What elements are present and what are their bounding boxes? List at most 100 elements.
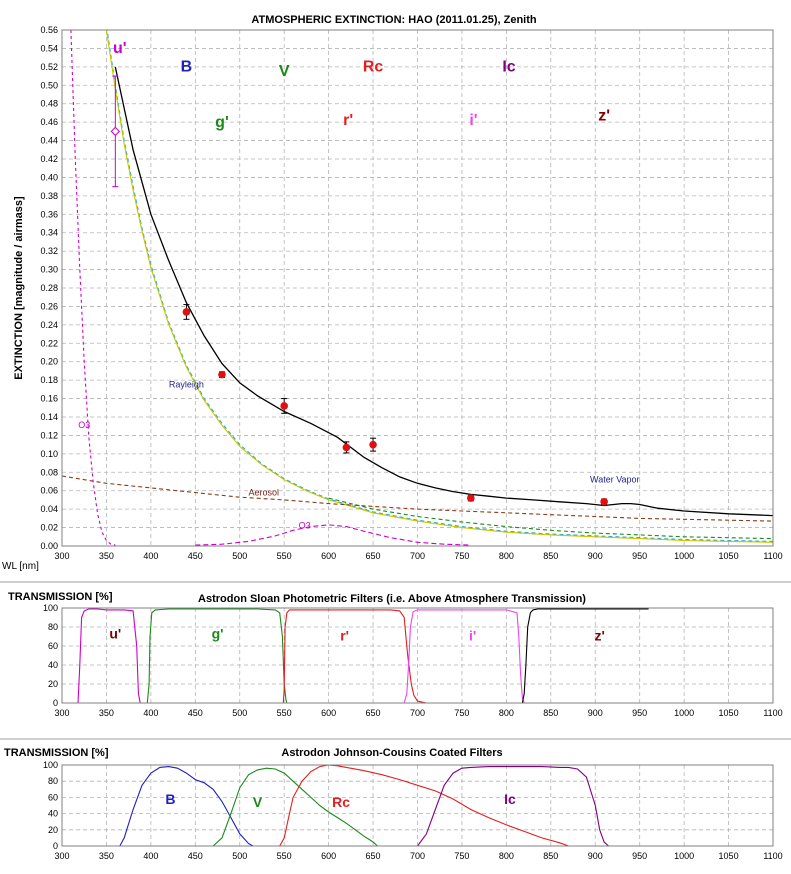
x-tick-label: 1100 [763,708,782,718]
x-tick-label: 850 [543,708,558,718]
y-tick-label: 0.02 [40,523,58,533]
chart3-y-ticks: 0 20 40 60 80 100 [43,760,58,851]
x-tick-label: 1000 [674,551,694,561]
x-tick-label: 650 [366,851,381,861]
x-tick-label: 350 [99,708,114,718]
series-label: u' [109,625,121,641]
y-tick-label: 0.28 [40,283,58,293]
chart3-frame [61,764,774,847]
y-tick-label: 0.18 [40,375,58,385]
y-tick-label: 0.38 [40,191,58,201]
chart1-x-ticks: 300 350 400 450 500 550 600 650 700 750 800 850 900 9… [54,551,782,561]
y-tick-label: 60 [48,641,58,651]
y-tick-label: 0.30 [40,265,58,275]
x-tick-label: 800 [499,551,514,561]
x-tick-label: 700 [410,551,425,561]
x-tick-label: 900 [588,708,603,718]
series-label: i' [469,627,476,643]
series-line-V [212,767,378,846]
band-label: r' [343,112,353,129]
x-tick-label: 800 [499,851,514,861]
series-line-r' [282,609,427,703]
x-tick-label: 1100 [763,851,782,861]
band-label: u' [113,40,127,57]
x-tick-label: 550 [277,551,292,561]
data-point [342,443,351,452]
y-tick-label: 0.26 [40,301,58,311]
y-tick-label: 0.24 [40,320,58,330]
y-tick-label: 0.00 [40,541,58,551]
x-tick-label: 350 [99,851,114,861]
band-label: Rc [363,58,384,75]
y-tick-label: 100 [43,760,58,770]
series-line-rayleigh2 [105,30,773,543]
series-label: B [165,791,175,807]
y-tick-label: 0.52 [40,62,58,72]
chart1-xlabel: WL [nm] [2,561,39,572]
y-tick-label: 40 [48,660,58,670]
series-label: z' [595,627,605,643]
data-point [218,370,226,379]
y-tick-label: 40 [48,809,58,819]
x-tick-label: 750 [454,851,469,861]
series-label: Ic [504,791,516,807]
x-tick-label: 950 [632,551,647,561]
y-tick-label: 0 [53,841,58,851]
x-tick-label: 450 [188,708,203,718]
series-line-total [114,66,773,517]
y-tick-label: 0.20 [40,357,58,367]
x-tick-label: 500 [232,708,247,718]
data-point [467,494,475,502]
chart3-x-ticks: 300 350 400 450 500 550 600 650 700 750 800 850 900 9… [54,851,782,861]
y-tick-label: 20 [48,825,58,835]
y-tick-label: 0.50 [40,80,58,90]
x-tick-label: 300 [54,851,69,861]
chart3-series [119,765,609,846]
series-label: V [253,794,263,810]
x-tick-label: 800 [499,708,514,718]
chart1-y-ticks: 0.00 0.02 0.04 0.06 0.08 0.10 0.12 0.14 0.16 0.18… [40,25,58,551]
y-tick-label: 0.12 [40,430,58,440]
annotation-label: Aerosol [248,487,279,497]
x-tick-label: 700 [410,851,425,861]
band-label: g' [215,114,229,131]
y-tick-label: 0.16 [40,394,58,404]
y-tick-label: 0.48 [40,99,58,109]
y-tick-label: 0.10 [40,449,58,459]
chart2-ylabel: TRANSMISSION [%] [8,591,113,603]
series-line-g' [146,608,288,703]
chart2-x-ticks: 300 350 400 450 500 550 600 650 700 750 800 850 900 9… [54,708,782,718]
x-tick-label: 950 [632,851,647,861]
x-tick-label: 650 [366,708,381,718]
y-tick-label: 0.46 [40,117,58,127]
series-line-Ic [417,766,609,846]
band-label: z' [598,107,610,124]
x-tick-label: 900 [588,851,603,861]
chart2-series [77,608,649,703]
chart2-frame [61,607,774,704]
x-tick-label: 650 [366,551,381,561]
x-tick-label: 500 [232,851,247,861]
x-tick-label: 900 [588,551,603,561]
y-tick-label: 0.22 [40,338,58,348]
x-tick-label: 950 [632,708,647,718]
x-tick-label: 350 [99,551,114,561]
series-label: r' [340,627,349,643]
band-label: i' [469,112,477,129]
chart3-title: Astrodon Johnson-Cousins Coated Filters [281,747,502,759]
chart1-labels: u' B V Rc Ic g' r' i' z' Rayleigh O3 Aerosol O3 Water… [78,40,639,530]
y-tick-label: 0.36 [40,209,58,219]
x-tick-label: 750 [454,551,469,561]
series-line-o3chappuis [195,524,471,546]
series-line-rayleigh [106,30,773,542]
y-tick-label: 0.34 [40,228,58,238]
y-tick-label: 0.06 [40,486,58,496]
series-line-i' [403,609,525,703]
y-tick-label: 0 [53,698,58,708]
series-label: g' [212,625,224,641]
band-label: V [279,63,290,80]
x-tick-label: 500 [232,551,247,561]
chart1-points [110,75,608,506]
data-point [182,308,191,316]
annotation-label: O3 [299,520,311,530]
